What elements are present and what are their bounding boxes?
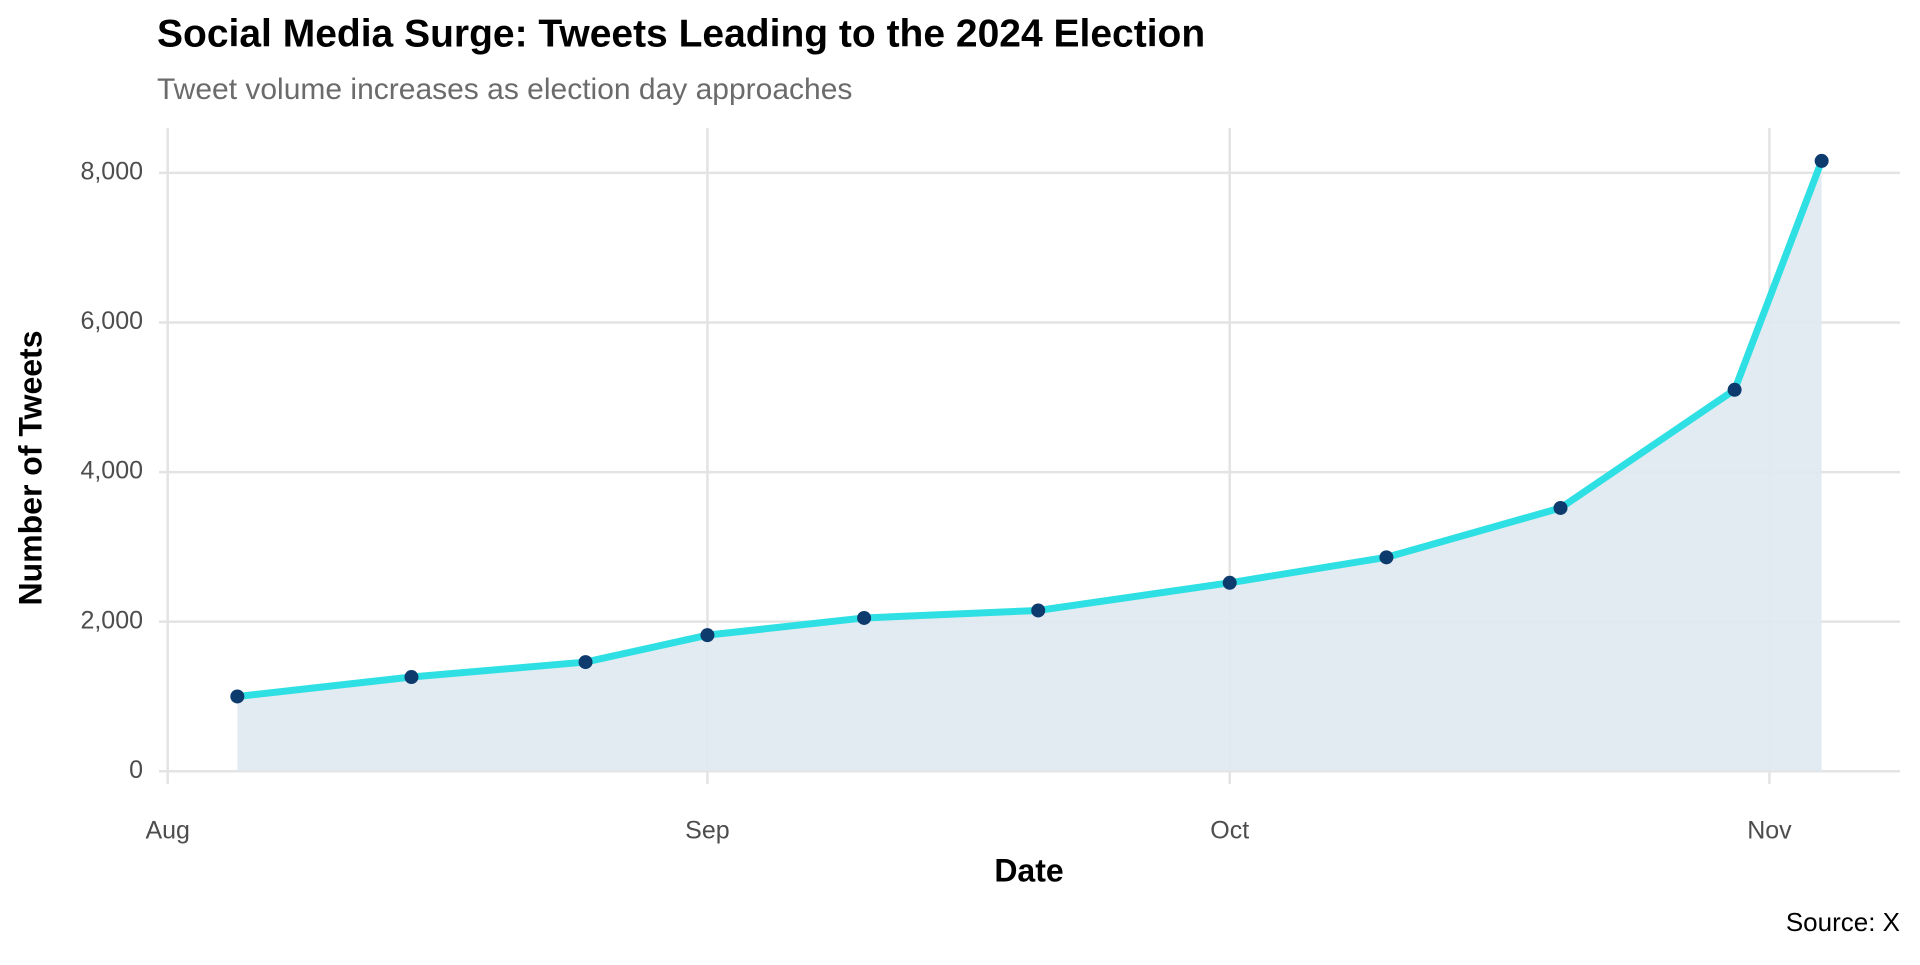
x-tick-label: Aug <box>145 817 189 845</box>
caption: Source: X <box>1786 907 1900 937</box>
chart-title: Social Media Surge: Tweets Leading to th… <box>157 12 1205 55</box>
y-tick-label: 2,000 <box>80 606 143 634</box>
point <box>230 689 245 704</box>
x-tick-label: Nov <box>1747 817 1792 845</box>
point <box>578 655 593 670</box>
point <box>1727 382 1742 397</box>
x-axis-label: Date <box>994 852 1063 888</box>
point <box>1814 153 1829 168</box>
y-axis-label: Number of Tweets <box>12 331 48 606</box>
x-tick-label: Sep <box>685 817 729 845</box>
point <box>700 628 715 643</box>
point <box>1031 603 1046 618</box>
x-tick-label: Oct <box>1210 817 1249 845</box>
y-tick-label: 8,000 <box>80 157 143 185</box>
point <box>1553 500 1568 515</box>
point <box>857 610 872 625</box>
point <box>404 670 419 685</box>
point <box>1222 575 1237 590</box>
y-tick-label: 6,000 <box>80 307 143 335</box>
y-tick-label: 4,000 <box>80 457 143 485</box>
point <box>1379 550 1394 565</box>
chart-subtitle: Tweet volume increases as election day a… <box>157 73 852 106</box>
y-tick-label: 0 <box>129 756 143 784</box>
area <box>237 160 1822 772</box>
